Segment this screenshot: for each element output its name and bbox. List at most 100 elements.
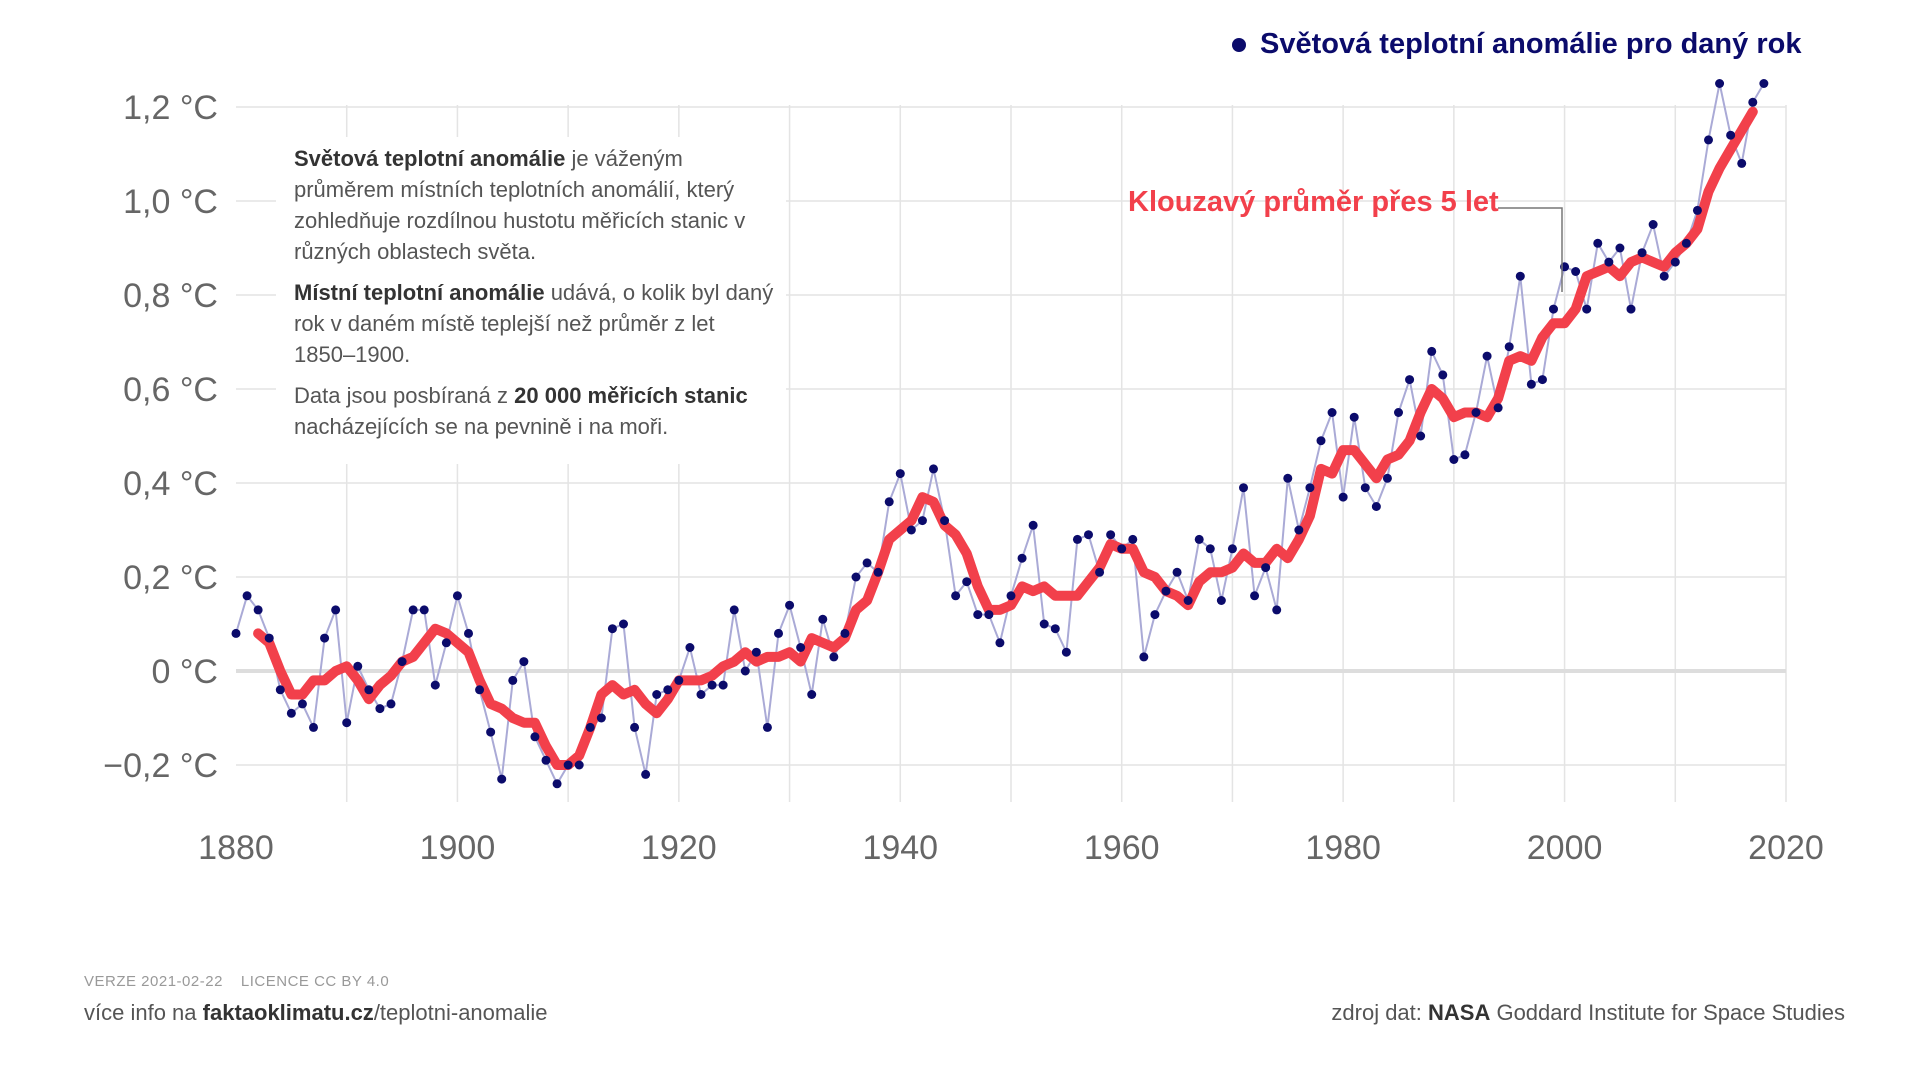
data-point <box>1039 619 1049 629</box>
data-point <box>1438 370 1448 380</box>
data-point <box>641 769 651 779</box>
data-point <box>452 591 462 601</box>
data-point <box>1272 605 1282 615</box>
data-point <box>1316 436 1326 446</box>
data-point <box>1726 130 1736 140</box>
note-text-3a: Data jsou posbíraná z <box>294 383 515 408</box>
data-point <box>1072 534 1082 544</box>
data-point <box>309 722 318 732</box>
data-point <box>375 704 385 714</box>
data-point <box>386 699 396 709</box>
data-point <box>796 643 806 652</box>
data-point <box>286 708 296 718</box>
data-point <box>718 680 728 690</box>
note-paragraph-3: Data jsou posbíraná z 20 000 měřicích st… <box>294 380 774 442</box>
data-point <box>1526 379 1536 389</box>
data-point <box>906 525 916 535</box>
data-point <box>397 657 407 667</box>
data-point <box>884 497 894 507</box>
more-info-link[interactable]: více info na faktaoklimatu.cz/teplotni-a… <box>84 1000 547 1026</box>
source-institute: Goddard Institute for Space Studies <box>1490 1000 1845 1025</box>
data-point <box>674 675 684 685</box>
data-point <box>1504 342 1514 352</box>
more-info-prefix: více info na <box>84 1000 203 1025</box>
data-point <box>751 647 761 657</box>
data-point <box>940 516 950 526</box>
data-point <box>1183 596 1193 605</box>
data-point <box>774 628 783 638</box>
data-point <box>1360 483 1370 493</box>
data-point <box>1283 473 1293 483</box>
y-tick-label: 0,2 °C <box>123 559 218 597</box>
data-point <box>1549 304 1558 314</box>
moving-average-label: Klouzavý průměr přes 5 let <box>1128 186 1499 218</box>
data-point <box>1648 220 1658 229</box>
data-point <box>552 779 562 789</box>
data-point <box>364 685 374 695</box>
data-point <box>1537 375 1547 385</box>
data-point <box>1515 271 1525 281</box>
data-point <box>242 591 252 601</box>
data-point <box>1615 243 1625 253</box>
data-point <box>1305 483 1315 493</box>
data-point <box>331 605 341 615</box>
x-tick-label: 1900 <box>420 829 496 867</box>
data-point <box>995 638 1005 648</box>
data-point <box>231 628 241 638</box>
legend-dot-icon <box>1232 37 1246 52</box>
data-point <box>1205 544 1215 554</box>
data-point <box>1692 205 1702 215</box>
data-point <box>729 605 739 615</box>
note-paragraph-1: Světová teplotní anomálie je váženým prů… <box>294 143 774 267</box>
data-point <box>1637 248 1647 258</box>
note-text-2: udává, o kolik byl daný rok v daném míst… <box>294 280 774 367</box>
data-point <box>1582 304 1592 314</box>
version-text: VERZE 2021-02-22 <box>84 973 223 990</box>
data-point <box>497 774 507 784</box>
data-point <box>275 685 285 695</box>
data-point <box>1261 563 1271 573</box>
data-point <box>740 666 750 676</box>
data-point <box>1061 647 1071 657</box>
data-point <box>464 628 473 638</box>
data-point <box>1227 544 1237 554</box>
data-point <box>685 643 695 652</box>
data-point <box>630 722 640 732</box>
version-license: VERZE 2021-02-22 LICENCE CC BY 4.0 <box>84 973 389 990</box>
data-point <box>264 633 274 643</box>
legend-label: Světová teplotní anomálie pro daný rok <box>1260 28 1802 60</box>
y-tick-label: 0,6 °C <box>123 371 218 409</box>
data-point <box>585 722 595 732</box>
data-point <box>1405 375 1415 385</box>
data-point <box>1449 455 1459 464</box>
data-point <box>1250 591 1260 601</box>
y-tick-label: 0 °C <box>151 653 218 691</box>
data-point <box>1704 135 1713 145</box>
data-point <box>1117 544 1127 554</box>
data-point <box>508 675 518 685</box>
y-tick-label: 1,0 °C <box>123 183 218 221</box>
note-text-1: je váženým průměrem místních teplotních … <box>294 146 746 264</box>
x-tick-label: 1940 <box>862 829 938 867</box>
note-text-3b: nacházejících se na pevnině i na moři. <box>294 414 669 439</box>
data-point <box>419 605 429 615</box>
license-text: LICENCE CC BY 4.0 <box>240 973 390 990</box>
data-point <box>951 591 961 601</box>
data-point <box>1194 534 1204 544</box>
y-tick-label: 0,8 °C <box>123 277 218 315</box>
data-point <box>1371 502 1381 511</box>
note-term-global: Světová teplotní anomálie <box>294 146 566 171</box>
data-point <box>1017 553 1027 563</box>
data-point <box>1493 403 1503 413</box>
data-point <box>707 680 717 690</box>
data-point <box>762 722 772 732</box>
note-term-local: Místní teplotní anomálie <box>294 280 545 305</box>
data-point <box>1670 257 1680 267</box>
moving-average-line <box>253 106 1758 770</box>
data-point <box>1084 530 1093 540</box>
x-tick-label: 2020 <box>1748 829 1824 867</box>
data-point <box>574 760 584 770</box>
data-point <box>563 760 573 770</box>
x-tick-label: 1880 <box>198 829 274 867</box>
x-tick-label: 1920 <box>641 829 717 867</box>
